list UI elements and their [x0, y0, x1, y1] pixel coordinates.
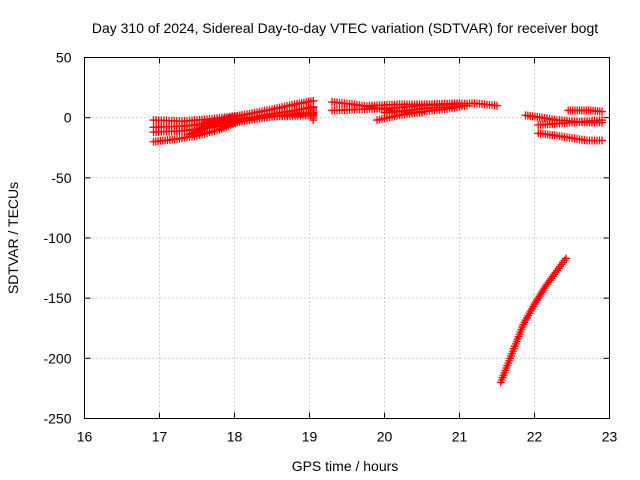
data-point — [463, 101, 471, 110]
series-s4 — [149, 111, 318, 146]
y-tick-label: -250 — [43, 411, 71, 427]
y-tick-label: 50 — [56, 50, 72, 66]
data-point — [535, 292, 544, 301]
data-point — [538, 288, 546, 297]
series-s15 — [534, 129, 606, 145]
data-point — [556, 262, 564, 271]
x-tick-label: 22 — [527, 429, 543, 445]
data-point — [238, 111, 246, 120]
x-tick-label: 17 — [152, 429, 168, 445]
y-tick-label: -50 — [51, 170, 71, 186]
data-point — [598, 136, 606, 145]
series-s6 — [193, 111, 246, 129]
data-point — [598, 116, 606, 125]
series-s13 — [496, 254, 570, 387]
data-point — [539, 286, 548, 295]
x-axis-label: GPS time / hours — [292, 458, 399, 474]
y-tick-label: -200 — [43, 350, 71, 366]
series-s16 — [534, 116, 606, 129]
x-tick-label: 18 — [227, 429, 243, 445]
data-point — [562, 254, 570, 263]
plot-frame — [84, 57, 610, 419]
tick-labels: 16 17 18 19 20 21 22 23 -250 -200 -150 -100 -50 0 50 — [43, 50, 617, 445]
data-point — [536, 290, 545, 299]
x-tick-label: 21 — [452, 429, 468, 445]
chart-title: Day 310 of 2024, Sidereal Day-to-day VTE… — [92, 20, 598, 36]
data-point — [533, 296, 541, 305]
data-point — [531, 298, 540, 307]
x-tick-label: 16 — [77, 429, 93, 445]
x-tick-label: 23 — [602, 429, 618, 445]
data-point — [554, 264, 563, 273]
y-axis-label: SDTVAR / TECUs — [5, 182, 21, 294]
data-point — [309, 104, 318, 113]
series-s17 — [564, 106, 606, 116]
x-tick-label: 20 — [377, 429, 393, 445]
data-markers — [149, 96, 606, 387]
data-point — [534, 294, 543, 303]
series-s12 — [365, 99, 464, 110]
data-point — [493, 101, 501, 110]
y-tick-label: -150 — [43, 290, 71, 306]
x-tick-label: 19 — [302, 429, 318, 445]
data-point — [560, 256, 569, 265]
data-point — [557, 260, 566, 269]
data-point — [598, 107, 606, 116]
y-tick-label: 0 — [64, 110, 72, 126]
data-point — [530, 300, 539, 309]
data-point — [455, 99, 464, 108]
data-point — [553, 266, 561, 275]
y-tick-label: -100 — [43, 230, 71, 246]
series-s7 — [309, 104, 318, 125]
data-point — [559, 258, 567, 267]
